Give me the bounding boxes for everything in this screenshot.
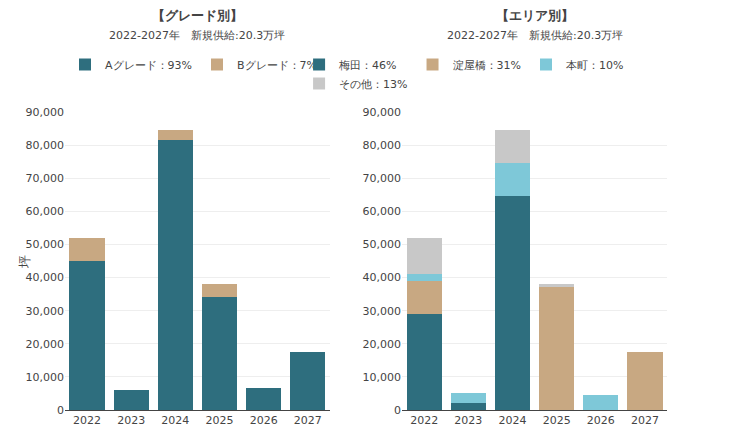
svg-text:80,000: 80,000 [26, 139, 65, 152]
svg-text:50,000: 50,000 [363, 238, 402, 251]
svg-text:2026: 2026 [250, 414, 278, 427]
svg-text:40,000: 40,000 [363, 271, 402, 284]
svg-text:【エリア別】: 【エリア別】 [496, 8, 574, 23]
svg-text:Aグレード：93%: Aグレード：93% [105, 59, 192, 72]
svg-text:2022: 2022 [73, 414, 101, 427]
svg-text:【グレード別】: 【グレード別】 [152, 8, 243, 23]
svg-text:70,000: 70,000 [363, 172, 402, 185]
svg-text:70,000: 70,000 [26, 172, 65, 185]
svg-text:Bグレード：7%: Bグレード：7% [237, 59, 317, 72]
svg-text:淀屋橋：31%: 淀屋橋：31% [453, 59, 521, 72]
svg-text:坪: 坪 [17, 255, 32, 269]
svg-text:2027: 2027 [631, 414, 659, 427]
svg-text:2022: 2022 [410, 414, 438, 427]
svg-text:60,000: 60,000 [363, 205, 402, 218]
svg-text:10,000: 10,000 [363, 371, 402, 384]
svg-text:60,000: 60,000 [26, 205, 65, 218]
svg-text:20,000: 20,000 [26, 338, 65, 351]
svg-text:90,000: 90,000 [363, 106, 402, 119]
svg-text:10,000: 10,000 [26, 371, 65, 384]
svg-text:30,000: 30,000 [363, 305, 402, 318]
svg-text:0: 0 [394, 404, 401, 417]
svg-text:80,000: 80,000 [363, 139, 402, 152]
svg-text:20,000: 20,000 [363, 338, 402, 351]
svg-text:50,000: 50,000 [26, 238, 65, 251]
svg-text:0: 0 [57, 404, 64, 417]
svg-text:2022-2027年 新規供給:20.3万坪: 2022-2027年 新規供給:20.3万坪 [447, 29, 623, 42]
svg-text:2024: 2024 [498, 414, 526, 427]
svg-text:30,000: 30,000 [26, 305, 65, 318]
svg-text:90,000: 90,000 [26, 106, 65, 119]
svg-text:2024: 2024 [161, 414, 189, 427]
svg-text:2026: 2026 [587, 414, 615, 427]
svg-text:2025: 2025 [206, 414, 234, 427]
svg-text:2023: 2023 [454, 414, 482, 427]
svg-text:その他：13%: その他：13% [339, 78, 407, 91]
svg-text:2025: 2025 [543, 414, 571, 427]
svg-text:40,000: 40,000 [26, 271, 65, 284]
svg-text:本町：10%: 本町：10% [566, 59, 623, 72]
svg-text:2023: 2023 [117, 414, 145, 427]
svg-text:梅田：46%: 梅田：46% [338, 59, 396, 72]
svg-text:2027: 2027 [294, 414, 322, 427]
svg-text:2022-2027年 新規供給:20.3万坪: 2022-2027年 新規供給:20.3万坪 [109, 29, 285, 42]
